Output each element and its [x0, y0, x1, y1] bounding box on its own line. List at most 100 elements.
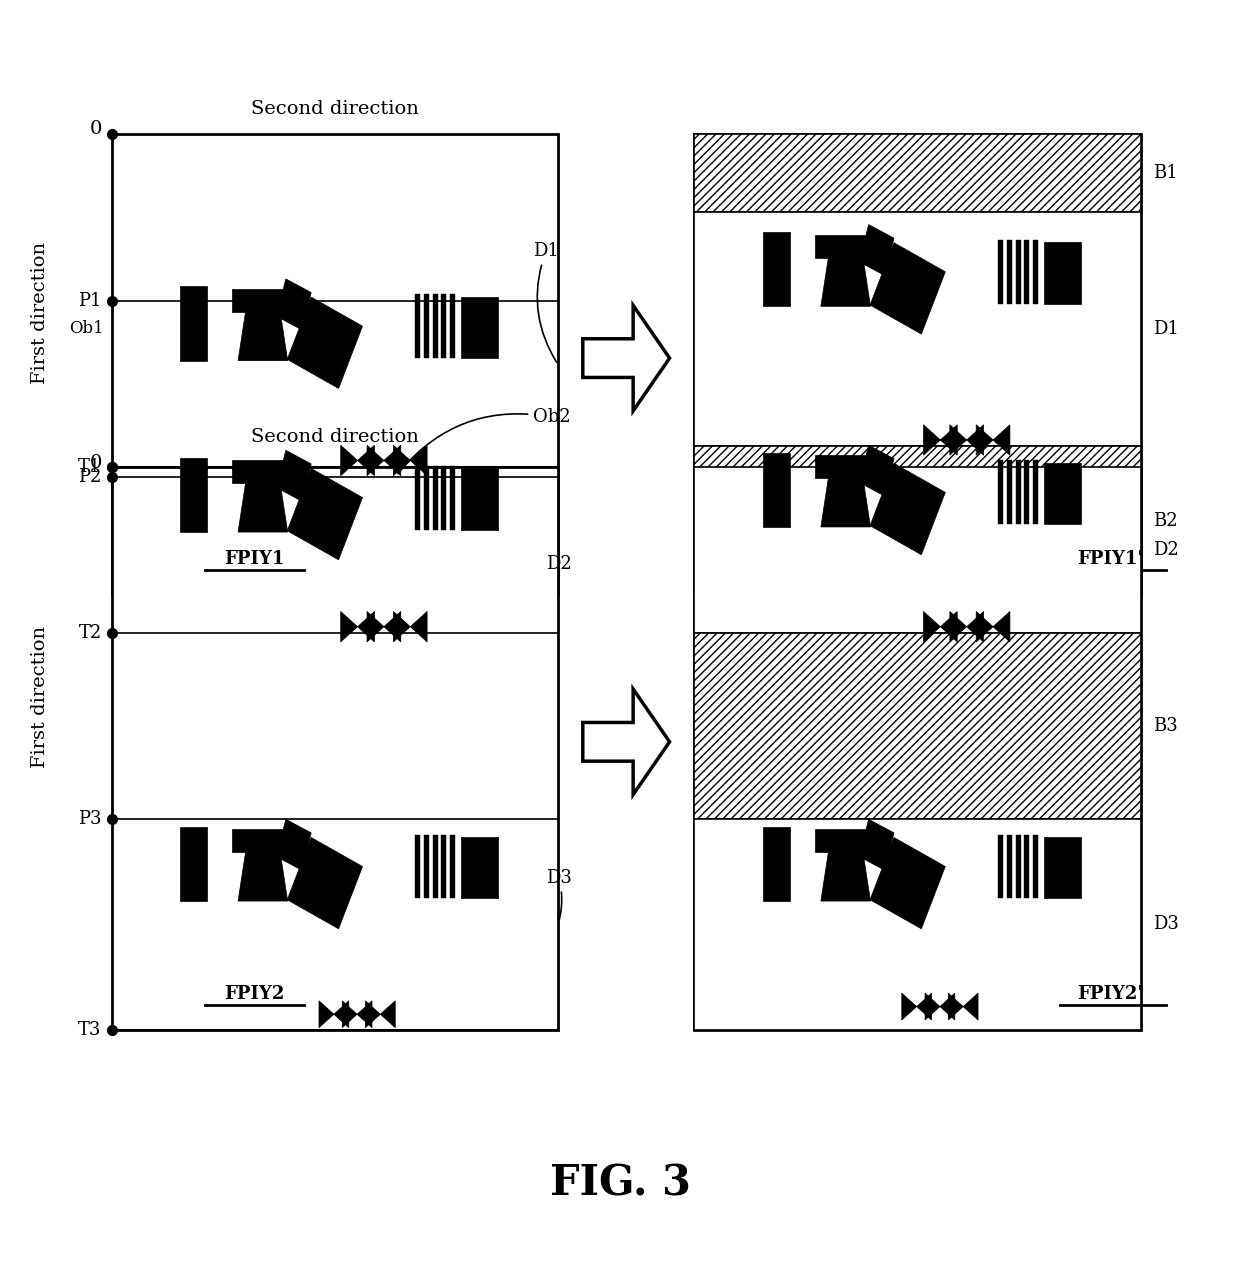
Text: T2: T2 [78, 624, 102, 642]
Bar [815, 830, 879, 853]
Polygon shape [238, 312, 288, 361]
Text: B1: B1 [1153, 164, 1178, 183]
Text: D3: D3 [1153, 914, 1179, 934]
Polygon shape [821, 478, 870, 527]
Bar [232, 289, 296, 312]
Bar [461, 468, 498, 530]
Bar [1016, 240, 1021, 304]
Polygon shape [277, 279, 311, 330]
Bar [1033, 460, 1038, 524]
Bar [694, 212, 1141, 446]
Polygon shape [924, 425, 957, 455]
Bar [1007, 240, 1012, 304]
Bar [1024, 835, 1029, 898]
Polygon shape [976, 611, 1009, 642]
Bar [694, 446, 1141, 595]
Bar [461, 838, 498, 898]
Bar [998, 835, 1003, 898]
Bar [1007, 835, 1012, 898]
Text: First direction: First direction [31, 625, 48, 769]
Text: FPIY1: FPIY1 [224, 550, 284, 568]
Bar [763, 233, 790, 307]
Polygon shape [393, 611, 427, 642]
Polygon shape [924, 611, 957, 642]
Text: D1: D1 [1153, 320, 1179, 339]
Text: Ob2: Ob2 [398, 408, 570, 473]
Bar [232, 830, 296, 853]
Polygon shape [341, 611, 374, 642]
Bar [998, 460, 1003, 524]
Text: T3: T3 [78, 1021, 102, 1039]
Text: D3: D3 [546, 868, 572, 921]
Text: D1: D1 [533, 242, 559, 362]
Polygon shape [288, 838, 362, 929]
Text: P3: P3 [78, 810, 102, 828]
Bar [424, 294, 429, 358]
Polygon shape [925, 993, 955, 1021]
Bar [1024, 240, 1029, 304]
Text: D2: D2 [546, 555, 572, 573]
Bar [461, 297, 498, 358]
Bar [1033, 835, 1038, 898]
Text: T1: T1 [78, 458, 102, 476]
Polygon shape [949, 993, 978, 1021]
Bar [1016, 460, 1021, 524]
Bar [694, 819, 1141, 1030]
Polygon shape [859, 820, 894, 870]
Bar [112, 134, 558, 595]
Bar [998, 240, 1003, 304]
Bar [694, 134, 1141, 212]
Polygon shape [950, 425, 983, 455]
Polygon shape [950, 611, 983, 642]
Bar [694, 134, 1141, 595]
Text: 0: 0 [89, 120, 102, 138]
Polygon shape [288, 297, 362, 389]
Text: Ob1: Ob1 [69, 320, 104, 338]
Bar [815, 455, 879, 478]
Text: FPIY1': FPIY1' [1076, 550, 1143, 568]
Polygon shape [367, 445, 401, 476]
Text: Second direction: Second direction [250, 428, 419, 446]
Bar [433, 294, 438, 358]
Polygon shape [870, 243, 945, 334]
Bar [232, 460, 296, 483]
Polygon shape [870, 463, 945, 555]
Text: B3: B3 [1153, 716, 1178, 735]
Bar [450, 466, 455, 530]
Polygon shape [859, 225, 894, 275]
Polygon shape [238, 483, 288, 532]
Polygon shape [870, 838, 945, 929]
Text: 0: 0 [89, 454, 102, 472]
Text: P2: P2 [78, 468, 102, 486]
Bar [1044, 463, 1081, 524]
Bar [415, 835, 420, 898]
Text: FIG. 3: FIG. 3 [549, 1163, 691, 1204]
Bar [424, 835, 429, 898]
Polygon shape [366, 1000, 396, 1028]
Bar [433, 466, 438, 530]
Bar [1007, 460, 1012, 524]
Text: FPIY2': FPIY2' [1076, 985, 1143, 1003]
Bar [441, 294, 446, 358]
Polygon shape [341, 445, 374, 476]
Bar [763, 453, 790, 527]
Bar [180, 286, 207, 361]
Bar [415, 466, 420, 530]
Bar [112, 467, 558, 1030]
Bar [441, 835, 446, 898]
Polygon shape [901, 993, 931, 1021]
Bar [1044, 838, 1081, 898]
Bar [450, 294, 455, 358]
Bar [180, 828, 207, 900]
Polygon shape [288, 468, 362, 560]
Text: FPIY2: FPIY2 [224, 985, 284, 1003]
Bar [1016, 835, 1021, 898]
Bar [415, 294, 420, 358]
Polygon shape [319, 1000, 348, 1028]
Text: B2: B2 [1153, 512, 1178, 530]
Polygon shape [342, 1000, 372, 1028]
Polygon shape [821, 258, 870, 307]
Polygon shape [367, 611, 401, 642]
Polygon shape [277, 450, 311, 501]
Polygon shape [859, 445, 894, 496]
